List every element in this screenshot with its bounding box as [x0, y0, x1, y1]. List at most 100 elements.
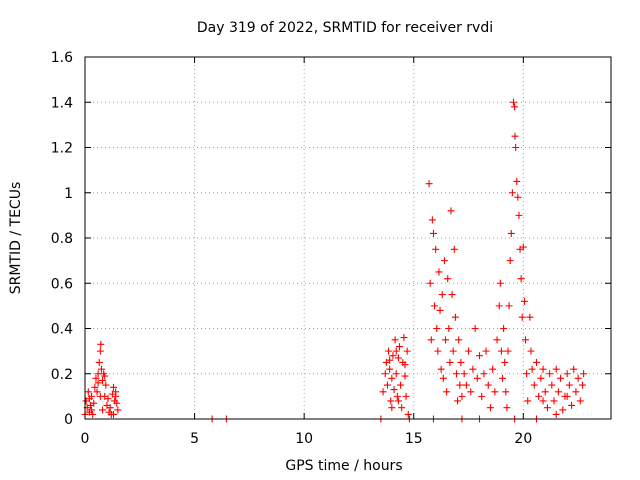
axis-ticks — [84, 56, 611, 420]
data-point — [401, 361, 409, 369]
y-tick-label: 0.6 — [51, 276, 73, 292]
data-point — [89, 410, 97, 418]
data-point — [559, 406, 567, 414]
data-point — [458, 392, 466, 400]
data-point — [386, 356, 394, 364]
data-point — [385, 347, 393, 355]
y-tick-label: 1.2 — [51, 141, 73, 157]
data-point — [548, 381, 556, 389]
data-point — [104, 395, 112, 403]
data-point — [438, 291, 446, 299]
data-point — [398, 404, 406, 412]
data-point — [113, 399, 121, 407]
data-point — [99, 406, 107, 414]
data-point — [402, 392, 410, 400]
data-point — [541, 388, 549, 396]
data-point — [391, 336, 399, 344]
y-tick-label: 0 — [64, 412, 73, 428]
data-point — [469, 365, 477, 373]
data-point — [437, 365, 445, 373]
data-point — [574, 374, 582, 382]
data-point — [508, 189, 516, 197]
tick-labels: 0 0.2 0.4 0.6 0.8 1 1.2 1.4 1.6 0 5 10 15 20 — [51, 50, 533, 447]
data-point — [563, 370, 571, 378]
data-point — [537, 374, 545, 382]
data-point — [92, 374, 100, 382]
data-point — [432, 245, 440, 253]
data-point — [85, 395, 93, 403]
data-point — [565, 381, 573, 389]
data-point — [455, 336, 463, 344]
data-point — [90, 399, 98, 407]
data-point — [514, 193, 522, 201]
data-point — [522, 336, 530, 344]
data-point — [112, 392, 120, 400]
data-point — [524, 397, 532, 405]
data-point — [505, 302, 513, 310]
data-point — [539, 365, 547, 373]
data-point — [465, 347, 473, 355]
data-point — [462, 381, 470, 389]
data-point — [515, 211, 523, 219]
data-point — [509, 98, 517, 106]
data-point — [476, 352, 483, 360]
data-point — [572, 388, 580, 396]
data-point — [451, 313, 459, 321]
data-point — [535, 392, 543, 400]
data-point — [392, 370, 400, 378]
data-point — [507, 229, 515, 237]
data-point — [95, 358, 103, 366]
data-point — [527, 347, 535, 355]
x-axis-title: GPS time / hours — [285, 458, 402, 474]
data-point — [97, 365, 105, 373]
data-point — [392, 347, 400, 355]
y-tick-label: 1.6 — [51, 50, 73, 66]
data-point — [394, 354, 402, 362]
data-point — [539, 397, 547, 405]
data-point — [425, 180, 433, 188]
data-point — [552, 410, 560, 418]
x-tick-label: 20 — [514, 431, 532, 447]
data-point — [449, 347, 457, 355]
data-point — [84, 388, 92, 396]
data-point — [501, 358, 509, 366]
data-point — [576, 397, 584, 405]
data-point — [473, 374, 481, 382]
data-point — [503, 404, 511, 412]
data-point — [388, 374, 396, 382]
data-point — [99, 377, 107, 385]
data-point — [428, 216, 436, 224]
data-point — [546, 370, 554, 378]
y-tick-label: 0.2 — [51, 367, 73, 383]
data-point — [102, 381, 110, 389]
data-point — [431, 302, 439, 310]
chart-title: Day 319 of 2022, SRMTID for receiver rvd… — [197, 20, 493, 36]
x-tick-label: 15 — [405, 431, 423, 447]
data-point — [387, 397, 395, 405]
data-point — [403, 347, 411, 355]
data-point — [517, 275, 525, 283]
data-point — [484, 381, 492, 389]
data-point — [467, 388, 475, 396]
data-point — [500, 325, 508, 332]
y-tick-label: 0.4 — [51, 322, 73, 338]
data-point — [557, 374, 565, 382]
data-point — [396, 343, 404, 351]
data-point — [478, 392, 486, 400]
data-point — [497, 347, 505, 355]
data-point — [511, 103, 519, 111]
y-tick-label: 0.8 — [51, 231, 73, 247]
data-point — [550, 397, 558, 405]
x-tick-label: 10 — [295, 431, 313, 447]
data-point — [383, 381, 391, 389]
data-point — [513, 177, 521, 185]
data-point — [440, 257, 448, 265]
data-point — [482, 347, 490, 355]
data-point — [528, 365, 536, 373]
data-point — [568, 401, 576, 409]
data-point — [91, 383, 99, 391]
data-point — [96, 347, 104, 355]
data-point — [426, 279, 434, 287]
data-point — [109, 410, 117, 418]
